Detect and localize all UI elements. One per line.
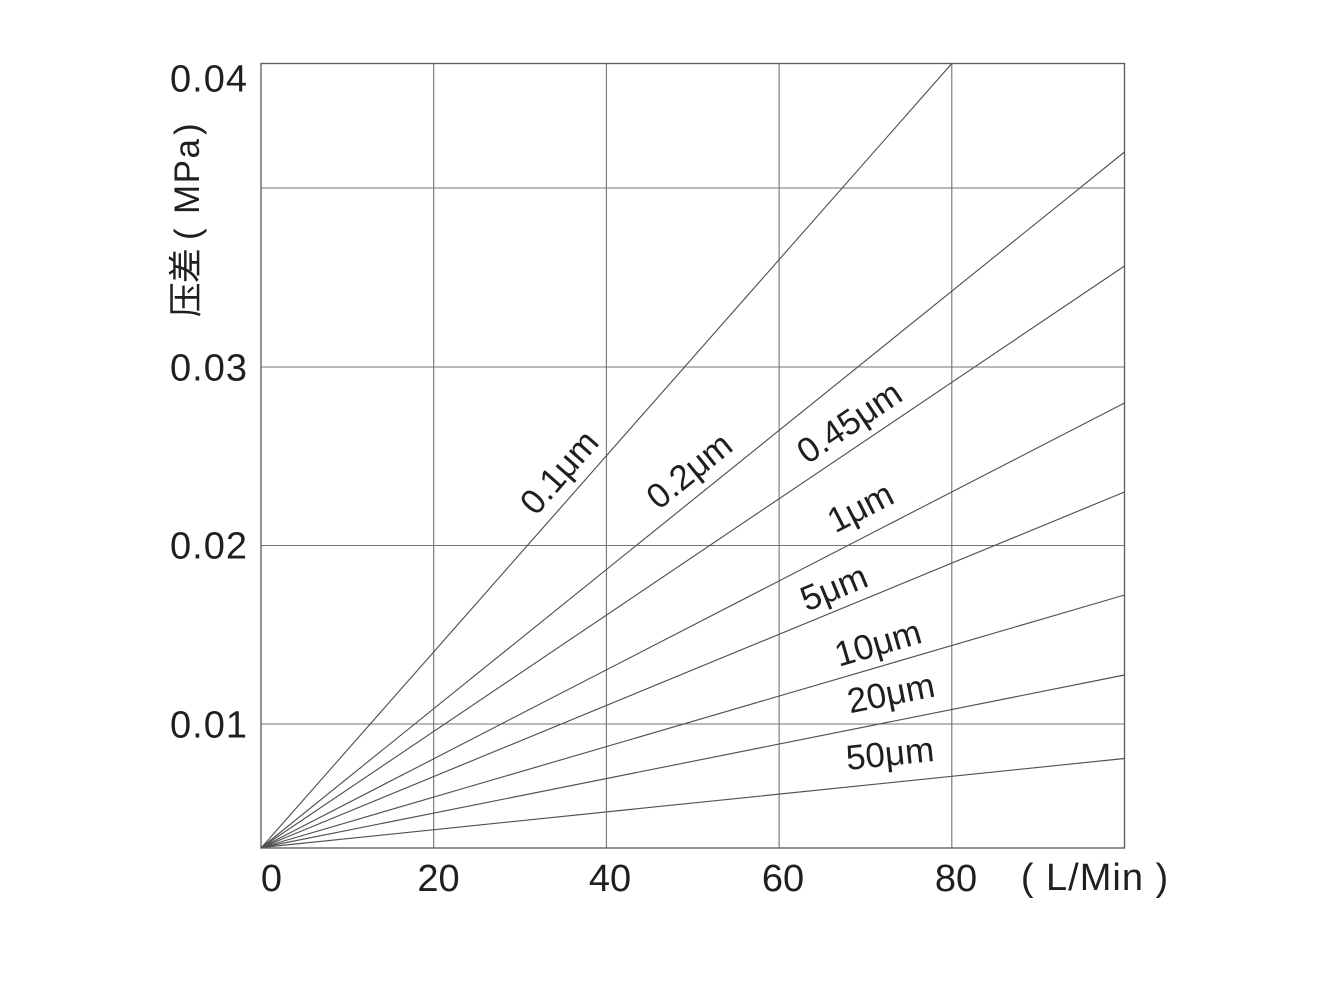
svg-text:80: 80	[935, 858, 977, 900]
svg-text:20: 20	[417, 858, 459, 900]
svg-text:0: 0	[261, 858, 282, 900]
svg-text:40: 40	[589, 858, 631, 900]
svg-text:50μm: 50μm	[844, 730, 936, 778]
svg-text:(: (	[168, 228, 207, 240]
svg-text:60: 60	[762, 858, 804, 900]
svg-text:0.01: 0.01	[170, 705, 248, 747]
svg-text:MPa: MPa	[168, 138, 207, 214]
svg-text:0.02: 0.02	[170, 526, 248, 568]
svg-text:0.04: 0.04	[170, 59, 248, 101]
svg-text:): )	[168, 123, 207, 135]
svg-text:( L/Min ): ( L/Min )	[1021, 857, 1169, 899]
svg-text:0.03: 0.03	[170, 348, 248, 390]
